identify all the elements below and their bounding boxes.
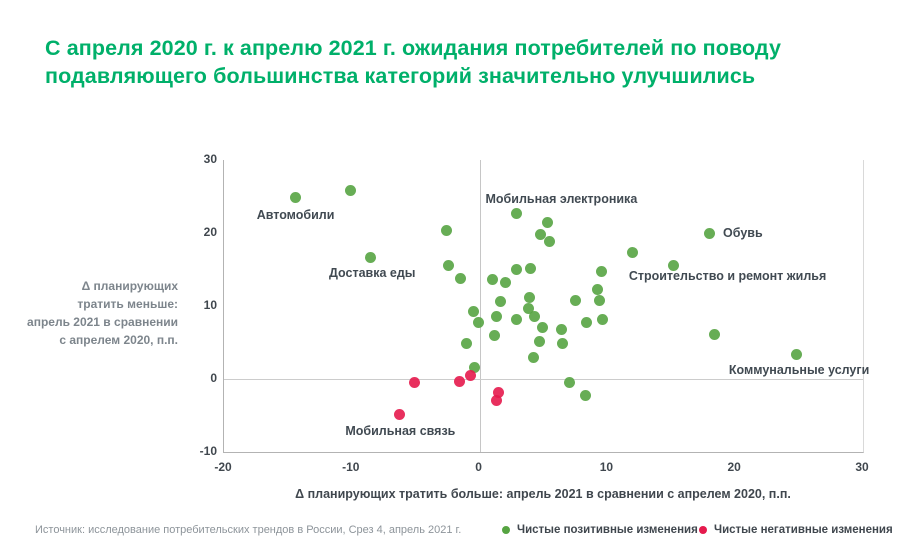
x-tick-label: 20	[727, 460, 741, 474]
data-point-positive	[454, 272, 466, 284]
data-point-positive	[544, 236, 556, 248]
x-tick-label: 0	[475, 460, 482, 474]
plot-area: Автомобили Доставка еды Мобильная электрон…	[223, 160, 869, 453]
data-point-positive	[534, 336, 546, 348]
category-label: Коммунальные услуги	[728, 362, 870, 377]
data-point-positive	[467, 305, 479, 317]
data-point-positive	[290, 191, 302, 203]
y-axis-title: Δ планирующих тратить меньше: апрель 202…	[27, 279, 178, 347]
legend-item-negative: Чистые негативные изменения	[699, 524, 893, 536]
data-point-positive	[595, 266, 607, 278]
data-point-negative	[465, 369, 477, 381]
data-point-positive	[536, 322, 548, 334]
data-point-positive	[581, 317, 593, 329]
data-point-positive	[499, 277, 511, 289]
legend-label: Чистые позитивные изменения	[517, 524, 698, 536]
data-point-positive	[535, 228, 547, 240]
category-label: Строительство и ремонт жилья	[628, 269, 827, 284]
source-note: Источник: исследование потребительских т…	[35, 524, 462, 536]
category-label: Мобильная электроника	[485, 192, 638, 207]
y-tick-label: 20	[203, 225, 217, 239]
data-point-positive	[557, 337, 569, 349]
data-point-positive	[791, 348, 803, 360]
data-point-positive	[596, 313, 608, 325]
category-label: Обувь	[723, 226, 763, 240]
data-point-positive	[591, 284, 603, 296]
data-point-positive	[529, 310, 541, 322]
data-point-positive	[668, 259, 680, 271]
data-point-positive	[490, 310, 502, 322]
data-point-positive	[580, 390, 592, 402]
data-point-positive	[461, 337, 473, 349]
legend-label: Чистые негативные изменения	[714, 524, 893, 536]
data-point-positive	[511, 264, 523, 275]
data-point-negative	[408, 377, 420, 389]
data-point-positive	[345, 185, 357, 197]
x-tick-label: 10	[599, 460, 614, 474]
data-point-positive	[594, 294, 606, 306]
data-point-positive	[627, 247, 639, 259]
negative-dot-icon	[699, 526, 707, 534]
legend-item-positive: Чистые позитивные изменения	[502, 524, 698, 536]
data-point-positive	[527, 352, 539, 364]
data-point-negative	[493, 387, 505, 399]
data-point-positive	[522, 302, 534, 314]
data-point-negative	[490, 395, 502, 407]
data-point-positive	[365, 252, 377, 264]
data-point-positive	[443, 260, 455, 272]
data-point-positive	[489, 330, 501, 342]
data-point-positive	[511, 207, 523, 219]
data-point-positive	[525, 262, 537, 274]
x-tick-label: -20	[214, 460, 232, 474]
y-tick-label: -10	[199, 444, 217, 458]
x-tick-label: 30	[855, 460, 869, 474]
data-point-positive	[541, 216, 553, 228]
data-point-positive	[569, 294, 581, 306]
y-tick-label: 10	[203, 298, 217, 312]
category-label: Мобильная связь	[345, 423, 456, 438]
data-point-positive	[472, 316, 484, 328]
data-point-negative	[453, 376, 465, 388]
data-point-positive	[555, 323, 567, 335]
data-point-positive	[704, 227, 716, 239]
y-tick-label: 30	[203, 152, 217, 166]
zero-vertical-gridline	[479, 160, 481, 452]
data-point-positive	[486, 274, 498, 286]
y-tick-label: 0	[210, 371, 217, 385]
x-axis-title: Δ планирующих тратить больше: апрель 202…	[295, 487, 791, 501]
data-point-positive	[468, 361, 480, 373]
category-label: Доставка еды	[328, 266, 416, 281]
data-point-positive	[440, 224, 452, 236]
positive-dot-icon	[502, 526, 510, 534]
data-point-positive	[563, 377, 575, 389]
data-point-positive	[494, 296, 506, 308]
zero-horizontal-gridline	[224, 379, 863, 380]
category-label: Автомобили	[256, 208, 335, 223]
data-point-negative	[393, 409, 405, 421]
data-point-positive	[511, 314, 523, 326]
x-tick-label: -10	[342, 460, 360, 474]
data-point-positive	[523, 291, 535, 303]
data-point-positive	[709, 328, 721, 340]
chart-title: С апреля 2020 г. к апрелю 2021 г. ожидан…	[45, 36, 781, 89]
